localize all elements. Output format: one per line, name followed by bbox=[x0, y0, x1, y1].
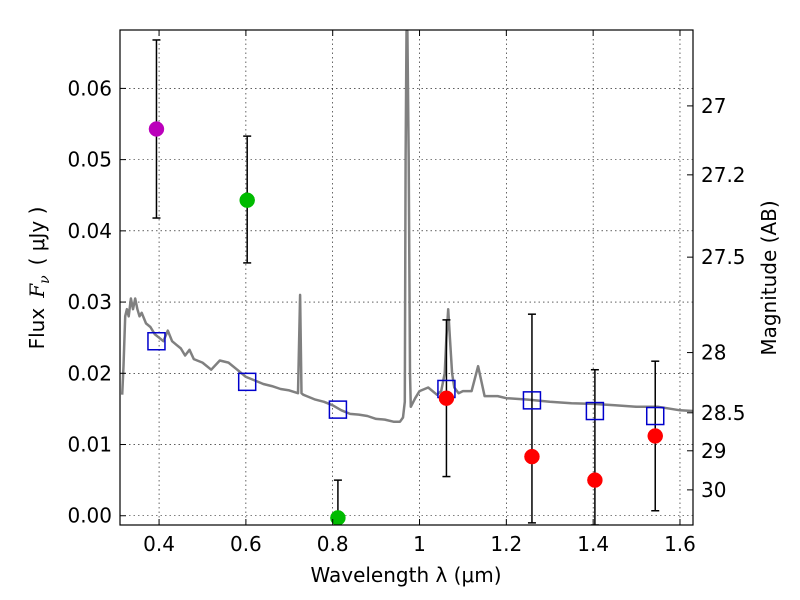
x-tick-label: 1.6 bbox=[664, 532, 696, 556]
y-tick-label: 0.04 bbox=[67, 219, 112, 243]
right-tick-label: 29 bbox=[701, 439, 726, 463]
plot-area bbox=[120, 30, 693, 525]
x-tick-label: 1.4 bbox=[577, 532, 609, 556]
observed-point bbox=[647, 428, 663, 444]
right-tick-label: 28.5 bbox=[701, 401, 746, 425]
right-tick-label: 27 bbox=[701, 94, 726, 118]
y-tick-label: 0.01 bbox=[67, 433, 112, 457]
y-axis-label-unit: ( μJy ) bbox=[25, 207, 49, 266]
plot-frame bbox=[119, 29, 694, 526]
right-tick-label: 30 bbox=[701, 478, 726, 502]
observed-point bbox=[148, 121, 165, 137]
observed-points bbox=[148, 121, 663, 525]
right-tick-label: 28 bbox=[701, 341, 726, 365]
x-tick-label: 0.4 bbox=[143, 532, 175, 556]
y-tick-label: 0.00 bbox=[67, 504, 112, 528]
y-axis-ticks: 0.00 0.01 0.02 0.03 0.04 0.05 0.06 bbox=[67, 76, 126, 528]
grid bbox=[120, 30, 693, 525]
y-tick-label: 0.03 bbox=[67, 290, 112, 314]
model-sed-line bbox=[120, 30, 693, 423]
x-axis-ticks: 0.4 0.6 0.8 1 1.2 1.4 1.6 bbox=[143, 30, 696, 556]
x-tick-label: 1 bbox=[413, 532, 426, 556]
model-square bbox=[328, 400, 348, 419]
right-tick-label: 27.2 bbox=[701, 163, 746, 187]
right-axis-ticks: 27 27.2 27.5 28 28.5 29 30 bbox=[687, 94, 746, 502]
observed-point bbox=[524, 448, 540, 465]
y-tick-label: 0.02 bbox=[67, 361, 112, 385]
right-axis-label: Magnitude (AB) bbox=[757, 200, 781, 355]
model-square bbox=[585, 401, 605, 421]
y-axis-label: Flux Fν ( μJy ) bbox=[25, 207, 53, 350]
x-axis-label: Wavelength λ (μm) bbox=[310, 563, 501, 587]
x-tick-label: 0.6 bbox=[230, 532, 262, 556]
x-tick-label: 1.2 bbox=[490, 532, 522, 556]
y-axis-label-prefix: Flux bbox=[25, 308, 49, 350]
y-tick-label: 0.05 bbox=[67, 148, 112, 172]
x-tick-label: 0.8 bbox=[317, 532, 349, 556]
observed-point bbox=[438, 390, 455, 406]
right-tick-label: 27.5 bbox=[701, 245, 746, 269]
y-tick-label: 0.06 bbox=[67, 76, 112, 100]
y-axis-label-subscript: ν bbox=[37, 275, 53, 284]
model-sed bbox=[120, 30, 693, 423]
observed-point bbox=[330, 510, 346, 525]
model-squares bbox=[147, 331, 665, 426]
observed-point bbox=[587, 472, 603, 488]
model-square bbox=[237, 372, 257, 392]
y-axis-label-symbol: F bbox=[25, 283, 49, 299]
observed-point bbox=[239, 192, 255, 208]
model-square bbox=[645, 406, 665, 426]
model-square bbox=[522, 391, 542, 410]
model-square bbox=[147, 331, 166, 351]
